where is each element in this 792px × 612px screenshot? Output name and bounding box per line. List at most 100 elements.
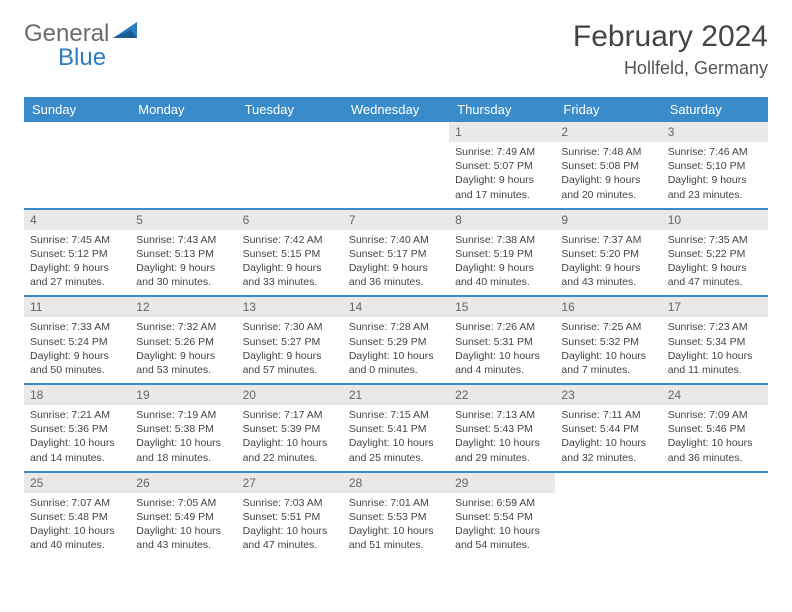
sunset-text: Sunset: 5:54 PM xyxy=(455,510,549,524)
sunrise-text: Sunrise: 7:01 AM xyxy=(349,496,443,510)
day-details: Sunrise: 7:03 AMSunset: 5:51 PMDaylight:… xyxy=(237,493,343,559)
daylight-text: Daylight: 10 hours and 0 minutes. xyxy=(349,349,443,377)
daylight-text: Daylight: 10 hours and 22 minutes. xyxy=(243,436,337,464)
sunset-text: Sunset: 5:39 PM xyxy=(243,422,337,436)
day-number: 18 xyxy=(24,385,130,405)
daylight-text: Daylight: 10 hours and 40 minutes. xyxy=(30,524,124,552)
sunrise-text: Sunrise: 7:48 AM xyxy=(561,145,655,159)
sunrise-text: Sunrise: 7:42 AM xyxy=(243,233,337,247)
sunset-text: Sunset: 5:13 PM xyxy=(136,247,230,261)
day-number: 16 xyxy=(555,297,661,317)
sunset-text: Sunset: 5:36 PM xyxy=(30,422,124,436)
weekday-header: Thursday xyxy=(449,97,555,122)
sunset-text: Sunset: 5:19 PM xyxy=(455,247,549,261)
daylight-text: Daylight: 10 hours and 32 minutes. xyxy=(561,436,655,464)
day-details: Sunrise: 7:33 AMSunset: 5:24 PMDaylight:… xyxy=(24,317,130,383)
sunset-text: Sunset: 5:53 PM xyxy=(349,510,443,524)
calendar-cell: 16Sunrise: 7:25 AMSunset: 5:32 PMDayligh… xyxy=(555,296,661,384)
calendar-row: 18 Sunrise: 7:21 AMSunset: 5:36 PM Dayligh… xyxy=(24,384,768,472)
sunset-text: Sunset: 5:20 PM xyxy=(561,247,655,261)
sunset-text: Sunset: 5:44 PM xyxy=(561,422,655,436)
sunrise-text: Sunrise: 7:33 AM xyxy=(30,320,124,334)
weekday-header: Tuesday xyxy=(237,97,343,122)
calendar-cell: 15Sunrise: 7:26 AMSunset: 5:31 PMDayligh… xyxy=(449,296,555,384)
calendar-cell xyxy=(555,472,661,559)
daylight-text: Daylight: 10 hours and 54 minutes. xyxy=(455,524,549,552)
day-details: Sunrise: 7:09 AMSunset: 5:46 PMDaylight:… xyxy=(662,405,768,471)
day-number: 6 xyxy=(237,210,343,230)
sunrise-text: Sunrise: 7:43 AM xyxy=(136,233,230,247)
sunset-text: Sunset: 5:46 PM xyxy=(668,422,762,436)
day-details: Sunrise: 7:13 AMSunset: 5:43 PMDaylight:… xyxy=(449,405,555,471)
calendar-cell: 27Sunrise: 7:03 AMSunset: 5:51 PMDayligh… xyxy=(237,472,343,559)
calendar-cell: 18Sunrise: 7:21 AMSunset: 5:36 PMDayligh… xyxy=(24,384,130,472)
sunset-text: Sunset: 5:26 PM xyxy=(136,335,230,349)
calendar-cell: 1Sunrise: 7:49 AMSunset: 5:07 PMDaylight… xyxy=(449,122,555,209)
sunset-text: Sunset: 5:12 PM xyxy=(30,247,124,261)
day-number: 29 xyxy=(449,473,555,493)
daylight-text: Daylight: 9 hours and 40 minutes. xyxy=(455,261,549,289)
daylight-text: Daylight: 9 hours and 47 minutes. xyxy=(668,261,762,289)
day-details: Sunrise: 7:07 AMSunset: 5:48 PMDaylight:… xyxy=(24,493,130,559)
calendar-cell: 11Sunrise: 7:33 AMSunset: 5:24 PMDayligh… xyxy=(24,296,130,384)
sunrise-text: Sunrise: 7:13 AM xyxy=(455,408,549,422)
day-details: Sunrise: 7:11 AMSunset: 5:44 PMDaylight:… xyxy=(555,405,661,471)
calendar-row: 1Sunrise: 7:49 AMSunset: 5:07 PMDaylight… xyxy=(24,122,768,209)
day-number: 1 xyxy=(449,122,555,142)
sunset-text: Sunset: 5:22 PM xyxy=(668,247,762,261)
daylight-text: Daylight: 9 hours and 30 minutes. xyxy=(136,261,230,289)
day-details: Sunrise: 7:26 AMSunset: 5:31 PMDaylight:… xyxy=(449,317,555,383)
calendar-cell: 22Sunrise: 7:13 AMSunset: 5:43 PMDayligh… xyxy=(449,384,555,472)
month-title: February 2024 xyxy=(573,20,768,54)
daylight-text: Daylight: 9 hours and 50 minutes. xyxy=(30,349,124,377)
calendar-cell: 12Sunrise: 7:32 AMSunset: 5:26 PMDayligh… xyxy=(130,296,236,384)
sunrise-text: Sunrise: 7:38 AM xyxy=(455,233,549,247)
day-number: 7 xyxy=(343,210,449,230)
day-number: 13 xyxy=(237,297,343,317)
day-details: Sunrise: 7:42 AMSunset: 5:15 PMDaylight:… xyxy=(237,230,343,296)
day-number: 27 xyxy=(237,473,343,493)
day-details: Sunrise: 7:25 AMSunset: 5:32 PMDaylight:… xyxy=(555,317,661,383)
sunset-text: Sunset: 5:24 PM xyxy=(30,335,124,349)
sunset-text: Sunset: 5:48 PM xyxy=(30,510,124,524)
calendar-row: 11Sunrise: 7:33 AMSunset: 5:24 PMDayligh… xyxy=(24,296,768,384)
calendar-cell: 25Sunrise: 7:07 AMSunset: 5:48 PMDayligh… xyxy=(24,472,130,559)
day-details: Sunrise: 7:38 AMSunset: 5:19 PMDaylight:… xyxy=(449,230,555,296)
daylight-text: Daylight: 9 hours and 43 minutes. xyxy=(561,261,655,289)
calendar-cell xyxy=(130,122,236,209)
sunset-text: Sunset: 5:27 PM xyxy=(243,335,337,349)
sunset-text: Sunset: 5:32 PM xyxy=(561,335,655,349)
sunrise-text: Sunrise: 7:17 AM xyxy=(243,408,337,422)
daylight-text: Daylight: 10 hours and 25 minutes. xyxy=(349,436,443,464)
logo-text-blue: Blue xyxy=(58,44,106,71)
calendar-cell: 5Sunrise: 7:43 AMSunset: 5:13 PMDaylight… xyxy=(130,209,236,297)
sunrise-text: Sunrise: 7:21 AM xyxy=(30,408,124,422)
weekday-header: Monday xyxy=(130,97,236,122)
calendar-cell: 29Sunrise: 6:59 AMSunset: 5:54 PMDayligh… xyxy=(449,472,555,559)
calendar-cell: 28Sunrise: 7:01 AMSunset: 5:53 PMDayligh… xyxy=(343,472,449,559)
sunrise-text: Sunrise: 7:26 AM xyxy=(455,320,549,334)
daylight-text: Daylight: 10 hours and 11 minutes. xyxy=(668,349,762,377)
calendar-cell xyxy=(237,122,343,209)
sunrise-text: Sunrise: 7:28 AM xyxy=(349,320,443,334)
daylight-text: Daylight: 9 hours and 27 minutes. xyxy=(30,261,124,289)
daylight-text: Daylight: 10 hours and 29 minutes. xyxy=(455,436,549,464)
day-number: 10 xyxy=(662,210,768,230)
day-number: 5 xyxy=(130,210,236,230)
day-details: Sunrise: 7:43 AMSunset: 5:13 PMDaylight:… xyxy=(130,230,236,296)
day-number: 17 xyxy=(662,297,768,317)
day-number: 23 xyxy=(555,385,661,405)
day-number: 14 xyxy=(343,297,449,317)
calendar-cell: 17Sunrise: 7:23 AMSunset: 5:34 PMDayligh… xyxy=(662,296,768,384)
sunrise-text: Sunrise: 7:40 AM xyxy=(349,233,443,247)
sunset-text: Sunset: 5:07 PM xyxy=(455,159,549,173)
sunrise-text: Sunrise: 7:09 AM xyxy=(668,408,762,422)
calendar-cell: 14Sunrise: 7:28 AMSunset: 5:29 PMDayligh… xyxy=(343,296,449,384)
sunrise-text: Sunrise: 7:15 AM xyxy=(349,408,443,422)
calendar-cell: 20 Sunrise: 7:17 AMSunset: 5:39 PMDayligh… xyxy=(237,384,343,472)
day-number: 20 xyxy=(237,385,343,405)
day-details: Sunrise: 7:15 AMSunset: 5:41 PMDaylight:… xyxy=(343,405,449,471)
day-number: 26 xyxy=(130,473,236,493)
day-details: Sunrise: 7:46 AMSunset: 5:10 PMDaylight:… xyxy=(662,142,768,208)
daylight-text: Daylight: 9 hours and 36 minutes. xyxy=(349,261,443,289)
